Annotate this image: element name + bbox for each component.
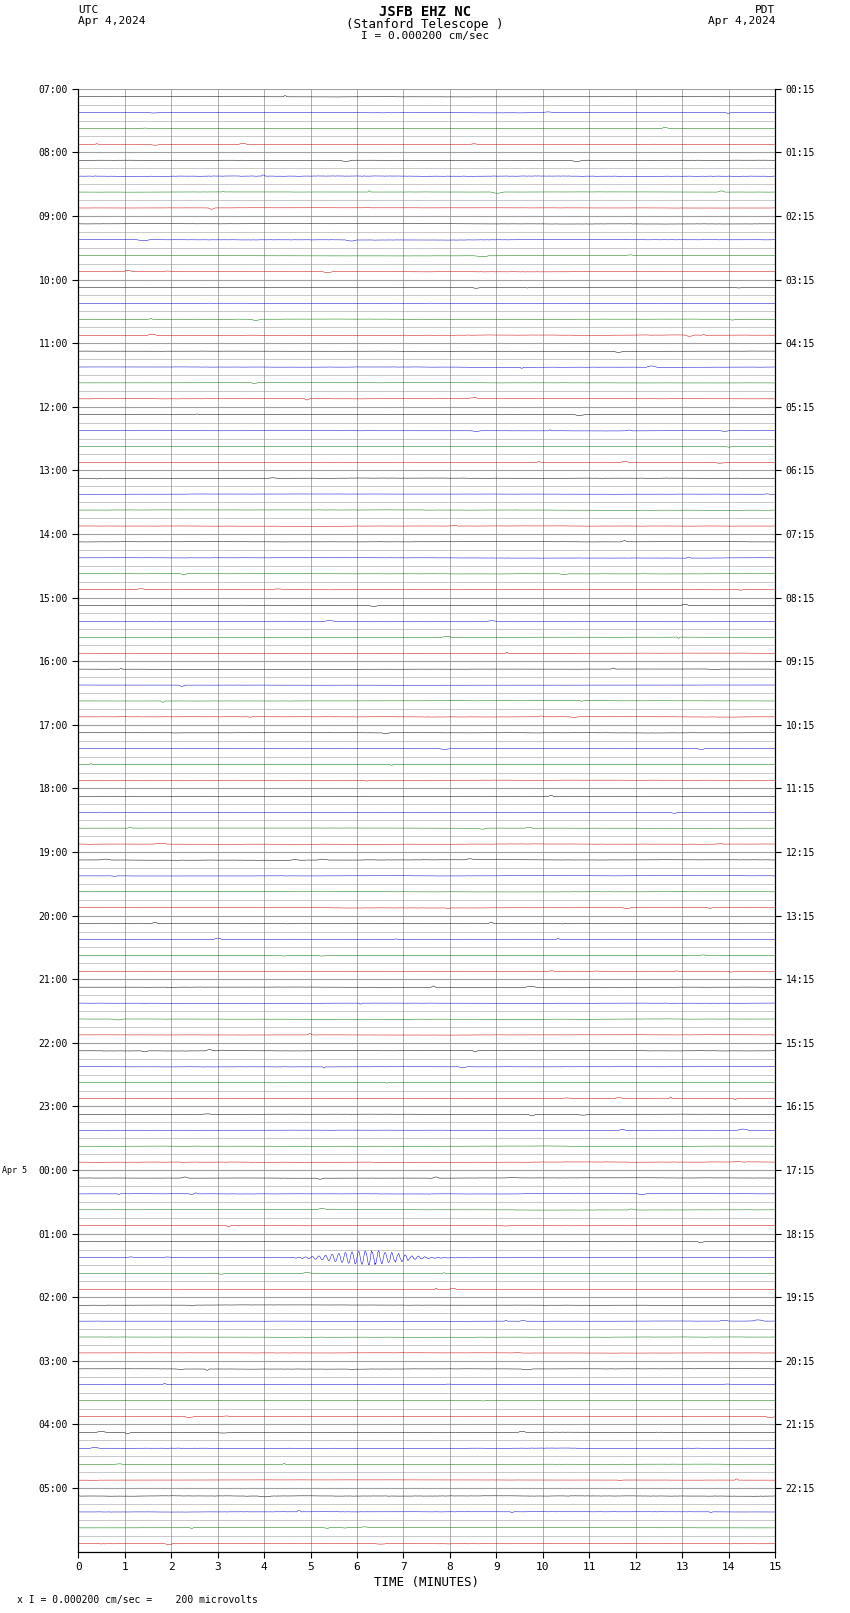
Text: Apr 4,2024: Apr 4,2024 <box>78 16 145 26</box>
Text: Apr 5: Apr 5 <box>2 1166 27 1174</box>
Text: Apr 4,2024: Apr 4,2024 <box>708 16 775 26</box>
Text: (Stanford Telescope ): (Stanford Telescope ) <box>346 18 504 31</box>
Text: UTC: UTC <box>78 5 99 15</box>
Text: JSFB EHZ NC: JSFB EHZ NC <box>379 5 471 19</box>
Text: PDT: PDT <box>755 5 775 15</box>
X-axis label: TIME (MINUTES): TIME (MINUTES) <box>374 1576 479 1589</box>
Text: I = 0.000200 cm/sec: I = 0.000200 cm/sec <box>361 31 489 40</box>
Text: x I = 0.000200 cm/sec =    200 microvolts: x I = 0.000200 cm/sec = 200 microvolts <box>17 1595 258 1605</box>
